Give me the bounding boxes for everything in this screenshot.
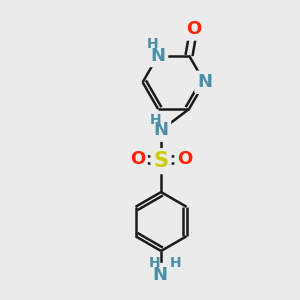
Text: H: H: [169, 256, 181, 270]
Text: N: N: [197, 73, 212, 91]
Text: N: N: [151, 46, 166, 64]
Text: N: N: [154, 121, 169, 139]
Text: O: O: [186, 20, 201, 38]
Text: H: H: [149, 256, 160, 270]
Text: H: H: [150, 113, 161, 127]
Text: O: O: [177, 150, 192, 168]
Text: S: S: [154, 151, 169, 171]
Text: N: N: [152, 266, 167, 284]
Text: O: O: [130, 150, 145, 168]
Text: H: H: [147, 37, 158, 51]
